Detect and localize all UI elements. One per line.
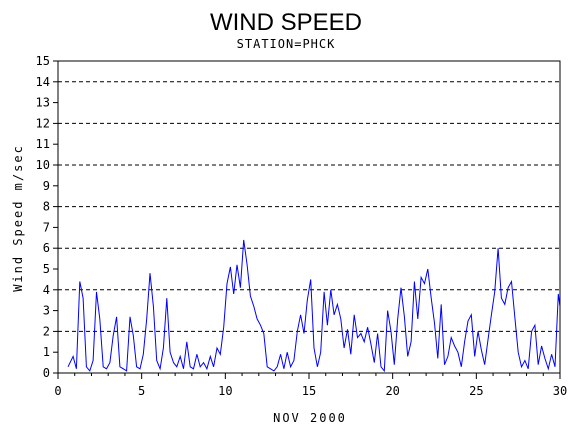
y-tick-label: 3 — [43, 304, 50, 318]
y-tick-label: 0 — [43, 366, 50, 380]
y-tick-label: 15 — [36, 54, 50, 68]
x-tick-label: 30 — [553, 384, 567, 398]
y-tick-label: 7 — [43, 220, 50, 234]
y-tick-label: 1 — [43, 345, 50, 359]
y-axis-title: Wind Speed m/sec — [11, 144, 25, 292]
x-tick-label: 15 — [302, 384, 316, 398]
y-tick-label: 10 — [36, 158, 50, 172]
x-tick-label: 0 — [54, 384, 61, 398]
x-axis-title: NOV 2000 — [273, 411, 347, 425]
y-tick-label: 6 — [43, 241, 50, 255]
y-tick-label: 12 — [36, 116, 50, 130]
x-tick-label: 25 — [469, 384, 483, 398]
y-tick-label: 11 — [36, 137, 50, 151]
y-tick-label: 9 — [43, 179, 50, 193]
gridlines — [58, 81, 560, 332]
y-tick-label: 8 — [43, 200, 50, 214]
y-tick-label: 13 — [36, 96, 50, 110]
x-tick-label: 20 — [385, 384, 399, 398]
x-tick-label: 10 — [218, 384, 232, 398]
y-tick-label: 14 — [36, 75, 50, 89]
y-tick-label: 2 — [43, 324, 50, 338]
chart-title: WIND SPEED — [210, 9, 362, 36]
x-axis: 0 5 10 15 20 25 30 — [54, 373, 567, 398]
y-tick-label: 4 — [43, 283, 50, 297]
series-line — [67, 239, 561, 373]
x-tick-label: 5 — [138, 384, 145, 398]
plot-frame — [57, 60, 561, 374]
y-tick-label: 5 — [43, 262, 50, 276]
chart-subtitle: STATION=PHCK — [237, 37, 336, 51]
